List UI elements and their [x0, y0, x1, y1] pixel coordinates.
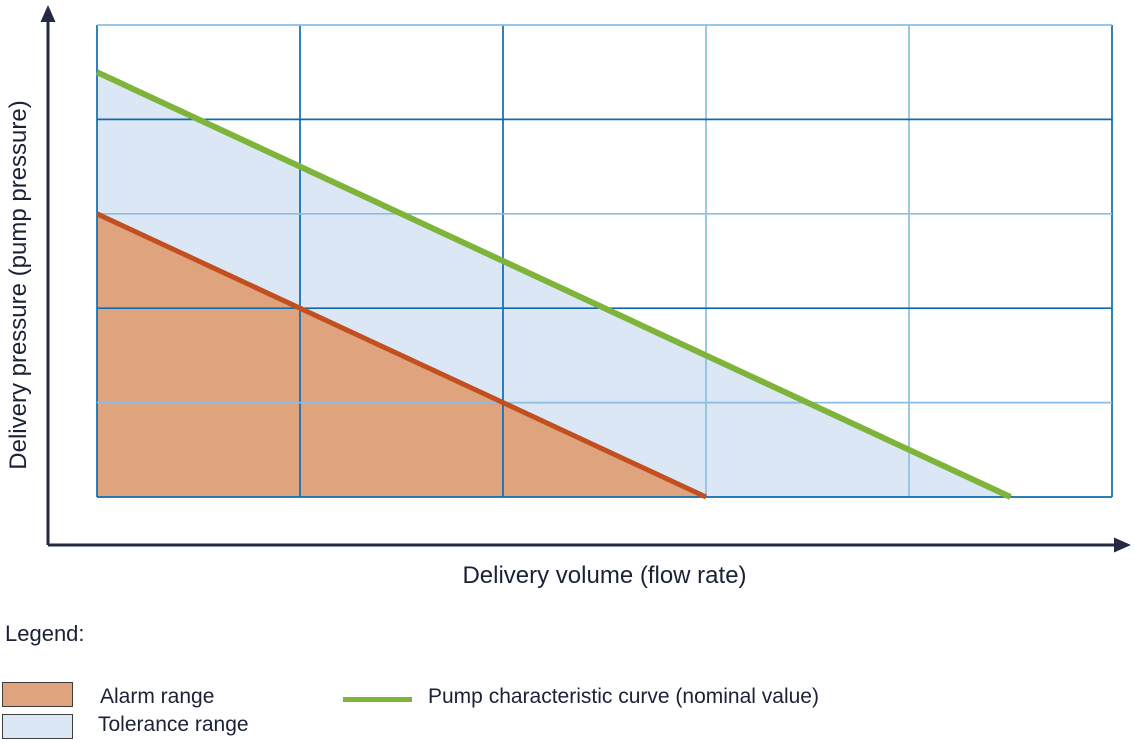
plot-area — [95, 24, 1113, 500]
legend-title: Legend: — [5, 621, 85, 646]
alarm-range-label: Alarm range — [100, 685, 215, 708]
chart-canvas — [40, 5, 1131, 553]
tolerance-range-swatch — [2, 714, 73, 739]
alarm-limit-curve — [95, 211, 708, 500]
x-axis-label: Delivery volume (flow rate) — [462, 562, 747, 589]
y-axis-arrow-icon — [40, 5, 56, 22]
alarm-range-swatch — [2, 682, 73, 707]
y-axis-label: Delivery pressure (pump pressure) — [5, 100, 32, 470]
pump-curve-label: Pump characteristic curve (nominal value… — [428, 685, 819, 708]
axes — [40, 5, 1131, 553]
x-axis-arrow-icon — [1114, 537, 1131, 553]
pump-curve-legend-line-icon — [343, 697, 412, 702]
pump-characteristic-curve — [95, 69, 1012, 500]
tolerance-range-label: Tolerance range — [98, 713, 249, 736]
